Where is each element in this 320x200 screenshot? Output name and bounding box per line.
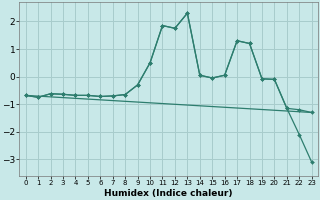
- X-axis label: Humidex (Indice chaleur): Humidex (Indice chaleur): [104, 189, 233, 198]
